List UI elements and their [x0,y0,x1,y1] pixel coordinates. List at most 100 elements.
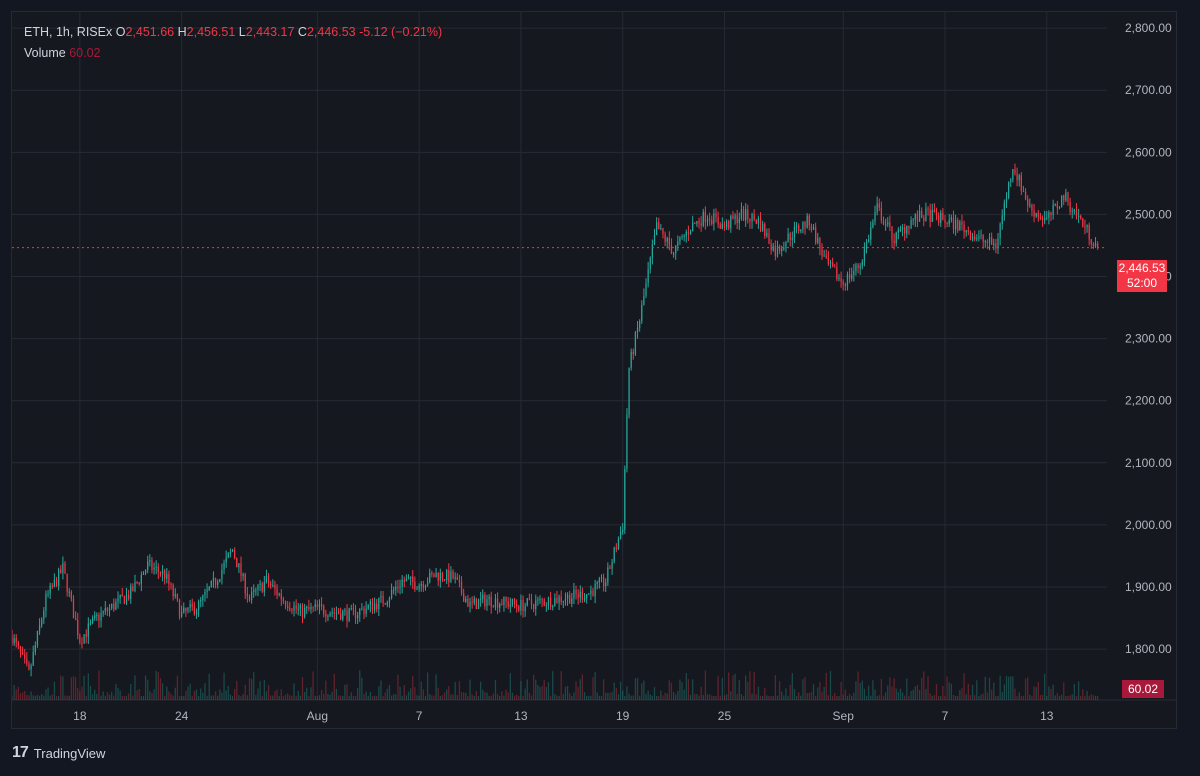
volume-bar [569,693,571,700]
candle-body [477,600,480,610]
volume-bar [212,695,215,700]
candle-body [840,277,842,282]
y-tick-label: 2,300.00 [1125,332,1172,346]
candle-body [479,599,482,601]
volume-bar [683,689,685,700]
candle-body [416,589,418,591]
candle-body [130,586,132,599]
candle-body [382,596,384,604]
candle-body [501,603,503,605]
volume-bar [774,675,776,700]
candle-body [227,553,229,558]
change-value: -5.12 (−0.21%) [359,25,443,39]
candle-body [993,243,995,245]
candle-body [234,549,236,558]
candle-body [532,604,535,609]
candle-body [151,560,153,570]
volume-bar [102,691,104,700]
candle-body [26,658,28,664]
volume-bar [380,680,382,700]
volume-bar [1063,682,1065,700]
candle-body [783,248,785,250]
candle-body [331,612,333,614]
volume-bar [1046,695,1048,700]
candle-body [229,551,232,554]
price-chart[interactable]: 1,800.00 1,900.00 2,000.00 2,100.00 2,200.00… [12,12,1177,729]
volume-bar [689,694,692,700]
candle-body [388,598,391,603]
volume-bar [1014,688,1016,700]
candle-body [1020,175,1022,192]
volume-bar [117,687,119,700]
candle-body [284,600,287,606]
volume-bar [482,689,484,700]
candle-body [189,604,191,609]
volume-bar [963,673,965,700]
candle-body [153,567,155,570]
volume-bar [887,685,889,700]
chart-panel[interactable]: 1,800.00 1,900.00 2,000.00 2,100.00 2,200.00… [11,11,1177,729]
volume-bar [58,695,60,700]
candle-body [113,603,115,610]
volume-bar [460,691,463,700]
candle-body [522,599,524,612]
volume-bar [291,695,293,700]
volume-bar [1056,693,1059,700]
volume-bar [278,695,280,700]
volume-bar [658,695,660,700]
candle-body [615,547,617,550]
candle-body [757,217,760,224]
volume-bar [929,693,931,700]
candle-body [764,224,766,236]
candle-body [354,609,357,619]
candle-body [819,238,821,249]
candle-body [817,238,819,243]
candle-body [176,594,179,600]
candle-body [15,638,17,643]
candle-body [55,579,58,586]
candle-body [967,230,969,232]
candle-body [401,579,403,587]
volume-label[interactable]: Volume [24,46,66,60]
candle-body [988,237,991,243]
candle-body [72,598,75,619]
symbol-label[interactable]: ETH, 1h, RISEx [24,25,113,39]
volume-bar [715,696,717,700]
volume-bar [433,695,435,700]
volume-bar [870,695,872,700]
volume-bar [236,680,238,700]
candle-body [723,223,726,228]
volume-bar [70,677,73,700]
volume-bar [123,696,126,700]
volume-bar [613,682,615,700]
candle-body [225,557,227,563]
candle-body [325,614,327,617]
volume-bar [609,692,611,700]
x-tick-label: 25 [718,709,732,723]
volume-bar [187,686,189,700]
candle-body [878,203,880,208]
volume-bar [301,677,304,700]
candle-body [98,614,100,621]
volume-bar [206,695,208,700]
candle-body [742,209,745,221]
tradingview-brand[interactable]: 17 TradingView [12,744,105,762]
volume-bar [138,688,140,700]
volume-bar [882,695,885,700]
volume-bar [492,693,494,700]
volume-bar [60,675,62,700]
volume-bar [127,693,130,700]
candle-body [844,284,846,287]
volume-bar [151,692,153,700]
volume-bar [335,688,338,700]
candle-body [53,579,56,587]
candle-body [995,243,997,249]
candle-body [836,267,838,280]
candle-body [106,608,109,612]
candle-body [276,588,278,595]
volume-bar [874,689,876,700]
candle-body [1044,218,1046,221]
volume-bar [270,695,272,700]
volume-bar [594,671,596,700]
candle-body [1060,195,1063,208]
